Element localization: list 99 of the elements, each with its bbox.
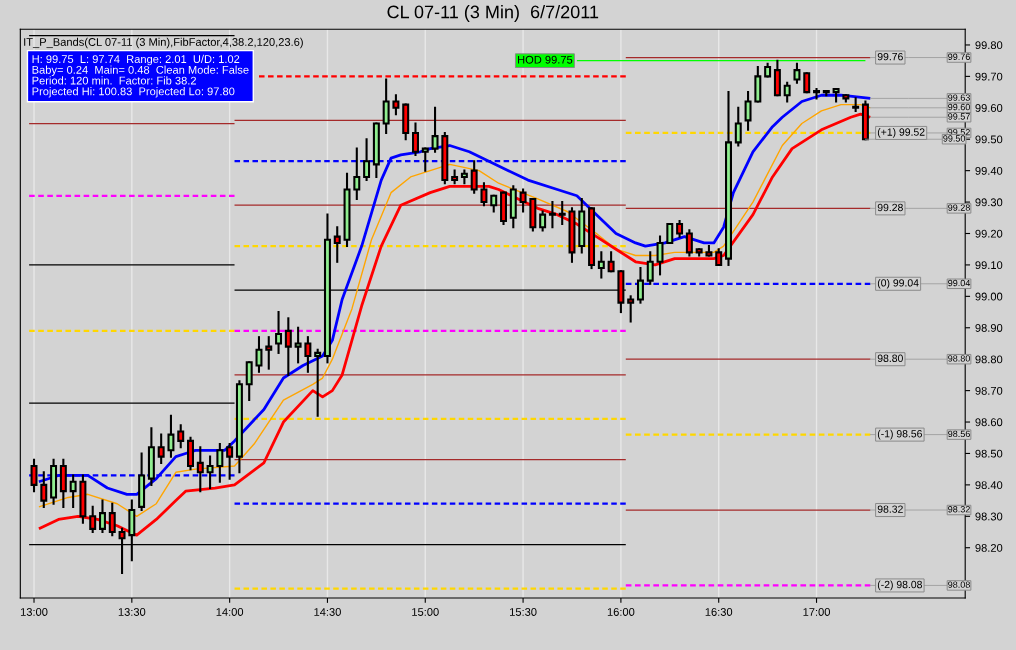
candlestick (40, 471, 48, 508)
y-tick-label: 99.80 (975, 41, 1003, 50)
annotation: 98.56 (948, 430, 970, 438)
annotation: (+1) 99.52 (877, 128, 925, 138)
annotation: 99.57 (948, 113, 970, 120)
annotation: 98.80 (948, 355, 970, 362)
annotation: 99.04 (948, 279, 971, 287)
candlestick (539, 210, 547, 232)
candlestick (607, 251, 615, 273)
candlestick (275, 311, 283, 354)
candlestick (852, 97, 860, 112)
candlestick (627, 295, 635, 323)
candlestick (734, 106, 742, 147)
y-tick-label: 98.80 (975, 355, 1003, 364)
y-tick-label: 98.90 (975, 324, 1003, 332)
x-tick-label: 17:00 (803, 608, 830, 616)
candlestick (226, 442, 234, 480)
annotation: 98.08 (948, 581, 970, 588)
annotation: 99.28 (948, 204, 970, 211)
candlestick (392, 94, 400, 116)
y-tick-label: 98.70 (975, 386, 1003, 395)
candlestick (597, 251, 605, 279)
x-tick-label: 14:00 (216, 608, 244, 616)
annotation: 98.80 (877, 354, 903, 362)
y-tick-label: 99.10 (975, 261, 1003, 270)
candlestick (265, 336, 273, 370)
annotation: (-1) 98.56 (877, 429, 922, 440)
x-tick-label: 13:00 (20, 608, 48, 616)
candlestick (294, 326, 302, 364)
candlestick (216, 442, 224, 483)
candlestick (480, 182, 488, 207)
candlestick (519, 188, 527, 213)
y-tick-label: 99.30 (975, 198, 1003, 207)
candlestick (69, 474, 77, 508)
y-tick-label: 99.60 (975, 104, 1003, 112)
annotation: H: 99.75 L: 97.74 Range: 2.01 U/D: 1.02 Baby= 0.24 Main= 0.48 Clean Mode: False Period: 120 min. Factor: Fib 38.2 Projected Hi: 100.83 Projected Lo: 97.80 (32, 54, 249, 98)
annotation: 99.76 (877, 52, 903, 61)
candlestick (470, 160, 478, 194)
candlestick (382, 78, 390, 134)
chart-title: CL 07-11 (3 Min) 6/7/2011 (387, 5, 599, 22)
candlestick (196, 446, 204, 493)
candlestick (30, 458, 38, 493)
y-tick-label: 99.50 (975, 135, 1003, 144)
candlestick (813, 87, 821, 100)
candlestick (656, 235, 664, 276)
annotation: 99.60 (948, 103, 970, 111)
candlestick (167, 414, 175, 458)
candlestick (793, 62, 801, 84)
x-tick-label: 14:30 (314, 608, 341, 616)
candlestick (431, 106, 439, 153)
y-tick-label: 98.30 (975, 512, 1003, 521)
candlestick (421, 147, 429, 172)
candlestick (245, 361, 253, 402)
y-tick-label: 98.60 (975, 418, 1003, 427)
y-tick-label: 98.40 (975, 481, 1003, 490)
y-tick-label: 99.70 (975, 72, 1003, 81)
candlestick (783, 81, 791, 103)
candlestick (89, 505, 97, 534)
candlestick (304, 336, 312, 373)
candlestick (255, 336, 263, 373)
x-tick-label: 15:00 (412, 608, 439, 616)
annotation: 98.32 (877, 505, 903, 513)
annotation: HOD 99.75 (518, 55, 573, 64)
y-tick-label: 98.50 (975, 449, 1003, 458)
annotation: 98.32 (948, 506, 970, 513)
annotation: (-2) 98.08 (877, 580, 922, 591)
x-tick-label: 16:00 (607, 608, 635, 616)
annotation: IT_P_Bands(CL 07-11 (3 Min),FibFactor,4,38.2,120,23.6) (24, 37, 303, 49)
candlestick (666, 223, 674, 244)
annotation: 99.76 (948, 53, 970, 60)
candlestick (363, 138, 371, 182)
candlestick (636, 267, 644, 304)
y-tick-label: 99.20 (975, 229, 1003, 238)
y-tick-label: 99.40 (975, 166, 1003, 175)
annotation: (0) 99.04 (877, 278, 919, 289)
x-tick-label: 16:30 (705, 608, 733, 616)
candlestick (412, 122, 419, 156)
candlestick (284, 317, 292, 376)
x-tick-label: 15:30 (510, 608, 537, 616)
y-tick-label: 98.20 (975, 543, 1003, 552)
y-tick-label: 99.00 (975, 292, 1003, 301)
candlestick (744, 91, 752, 131)
x-tick-label: 13:30 (118, 608, 146, 616)
candlestick (99, 499, 106, 534)
candlestick (803, 72, 811, 94)
candlestick (548, 201, 556, 229)
candlestick (206, 455, 214, 490)
candlestick (314, 348, 322, 417)
candlestick (685, 229, 693, 257)
candlestick (646, 251, 654, 285)
candlestick (333, 226, 341, 263)
candlestick (157, 433, 165, 464)
annotation: 99.50 (943, 135, 966, 142)
candlestick (558, 201, 566, 226)
annotation: 99.28 (877, 203, 903, 212)
annotation: 99.52 (948, 128, 970, 136)
annotation: 99.63 (948, 94, 970, 101)
candlestick (353, 147, 361, 200)
candlestick (177, 424, 185, 449)
